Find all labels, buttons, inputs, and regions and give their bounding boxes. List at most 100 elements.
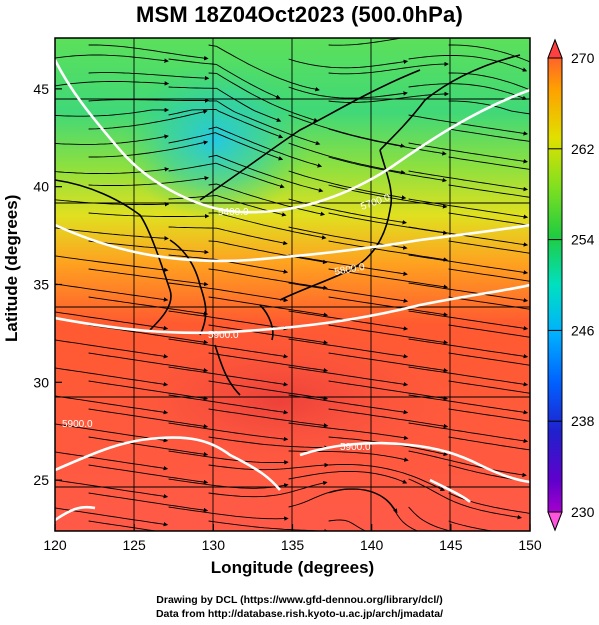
- streamline: [208, 212, 327, 240]
- streamline: [448, 100, 530, 115]
- streamline: [288, 58, 409, 69]
- streamline: [288, 86, 408, 99]
- streamline: [288, 422, 409, 440]
- streamline: [328, 268, 449, 289]
- x-tick-label: 140: [360, 537, 384, 553]
- x-tick-label: 135: [281, 537, 305, 553]
- streamline: [448, 296, 530, 310]
- streamline: [55, 199, 170, 207]
- streamline: [55, 54, 169, 63]
- streamline: [88, 44, 209, 61]
- streamline: [328, 296, 449, 317]
- contour-label: 5900.0: [208, 330, 239, 341]
- streamline: [408, 198, 529, 219]
- x-tick-label: 130: [202, 537, 226, 553]
- streamline: [408, 478, 522, 520]
- streamline: [288, 338, 409, 359]
- streamline: [448, 324, 530, 338]
- streamline: [408, 506, 452, 531]
- streamline: [55, 283, 169, 302]
- streamline: [208, 126, 323, 168]
- streamline: [328, 519, 367, 531]
- chart-title: MSM 18Z04Oct2023 (500.0hPa): [136, 2, 463, 27]
- streamline: [288, 366, 409, 387]
- streamline: [208, 154, 324, 193]
- streamline: [208, 462, 329, 471]
- streamline: [55, 255, 169, 273]
- streamline: [55, 107, 170, 117]
- streamline: [448, 212, 530, 226]
- y-tick-label: 40: [33, 179, 49, 195]
- streamline: [55, 167, 170, 175]
- streamline: [88, 212, 210, 219]
- y-tick-label: 45: [33, 81, 49, 97]
- streamline: [88, 176, 209, 186]
- streamline: [208, 183, 326, 216]
- streamline: [328, 240, 448, 262]
- streamline: [88, 520, 159, 531]
- streamline: [328, 408, 449, 429]
- x-axis-label: Longitude (degrees): [210, 558, 375, 577]
- streamline: [55, 395, 169, 415]
- streamline: [88, 296, 209, 316]
- streamline: [408, 394, 529, 415]
- streamline: [408, 282, 529, 303]
- streamline: [55, 367, 169, 387]
- streamline: [168, 58, 281, 99]
- streamline: [208, 240, 328, 265]
- streamline: [408, 338, 529, 359]
- x-tick-label: 120: [43, 537, 67, 553]
- streamline: [448, 128, 530, 142]
- streamline: [328, 61, 449, 75]
- streamline: [208, 268, 328, 290]
- streamline: [88, 240, 209, 255]
- colorbar-tick-label: 254: [571, 232, 595, 248]
- streamline: [168, 450, 289, 465]
- streamline: [328, 380, 449, 401]
- streamline: [208, 44, 320, 92]
- y-axis-label: Latitude (degrees): [2, 194, 21, 342]
- colorbar: 230 238 246 254 262 270: [547, 38, 595, 532]
- streamline: [168, 86, 282, 122]
- streamline: [55, 134, 169, 145]
- streamline: [55, 507, 169, 527]
- streamline: [55, 479, 169, 499]
- streamline: [88, 464, 209, 485]
- streamline: [88, 492, 209, 513]
- streamline: [208, 436, 329, 450]
- streamline: [88, 436, 209, 457]
- streamline: [88, 268, 209, 287]
- streamline: [328, 38, 405, 46]
- streamline: [208, 408, 329, 428]
- streamline: [208, 352, 329, 373]
- y-tick-label: 25: [33, 472, 49, 488]
- streamline: [408, 450, 527, 478]
- warm-area: [90, 320, 470, 480]
- geopotential-contours: [55, 59, 530, 522]
- streamline: [288, 394, 409, 415]
- streamline: [288, 170, 407, 200]
- streamline: [208, 324, 329, 345]
- contour-label: 5800.0: [334, 262, 366, 278]
- streamline: [448, 240, 530, 254]
- y-axis: 25 30 35 40 45: [33, 81, 62, 488]
- streamline: [88, 109, 208, 130]
- streamline: [208, 100, 321, 146]
- streamline: [448, 464, 530, 483]
- coastlines: [55, 54, 521, 396]
- x-axis: 120 125 130 135 140 145 150: [43, 524, 542, 553]
- streamline: [448, 268, 530, 282]
- streamline: [448, 408, 530, 422]
- streamline: [408, 114, 528, 136]
- streamline: [328, 464, 445, 491]
- colorbar-body: [547, 38, 563, 532]
- streamline: [168, 338, 289, 359]
- streamline: [88, 98, 210, 103]
- streamline: [448, 156, 530, 170]
- colorbar-top-cap: [547, 38, 563, 59]
- streamline: [88, 72, 210, 81]
- streamline: [288, 282, 409, 303]
- streamline: [408, 366, 529, 387]
- streamline: [168, 506, 289, 521]
